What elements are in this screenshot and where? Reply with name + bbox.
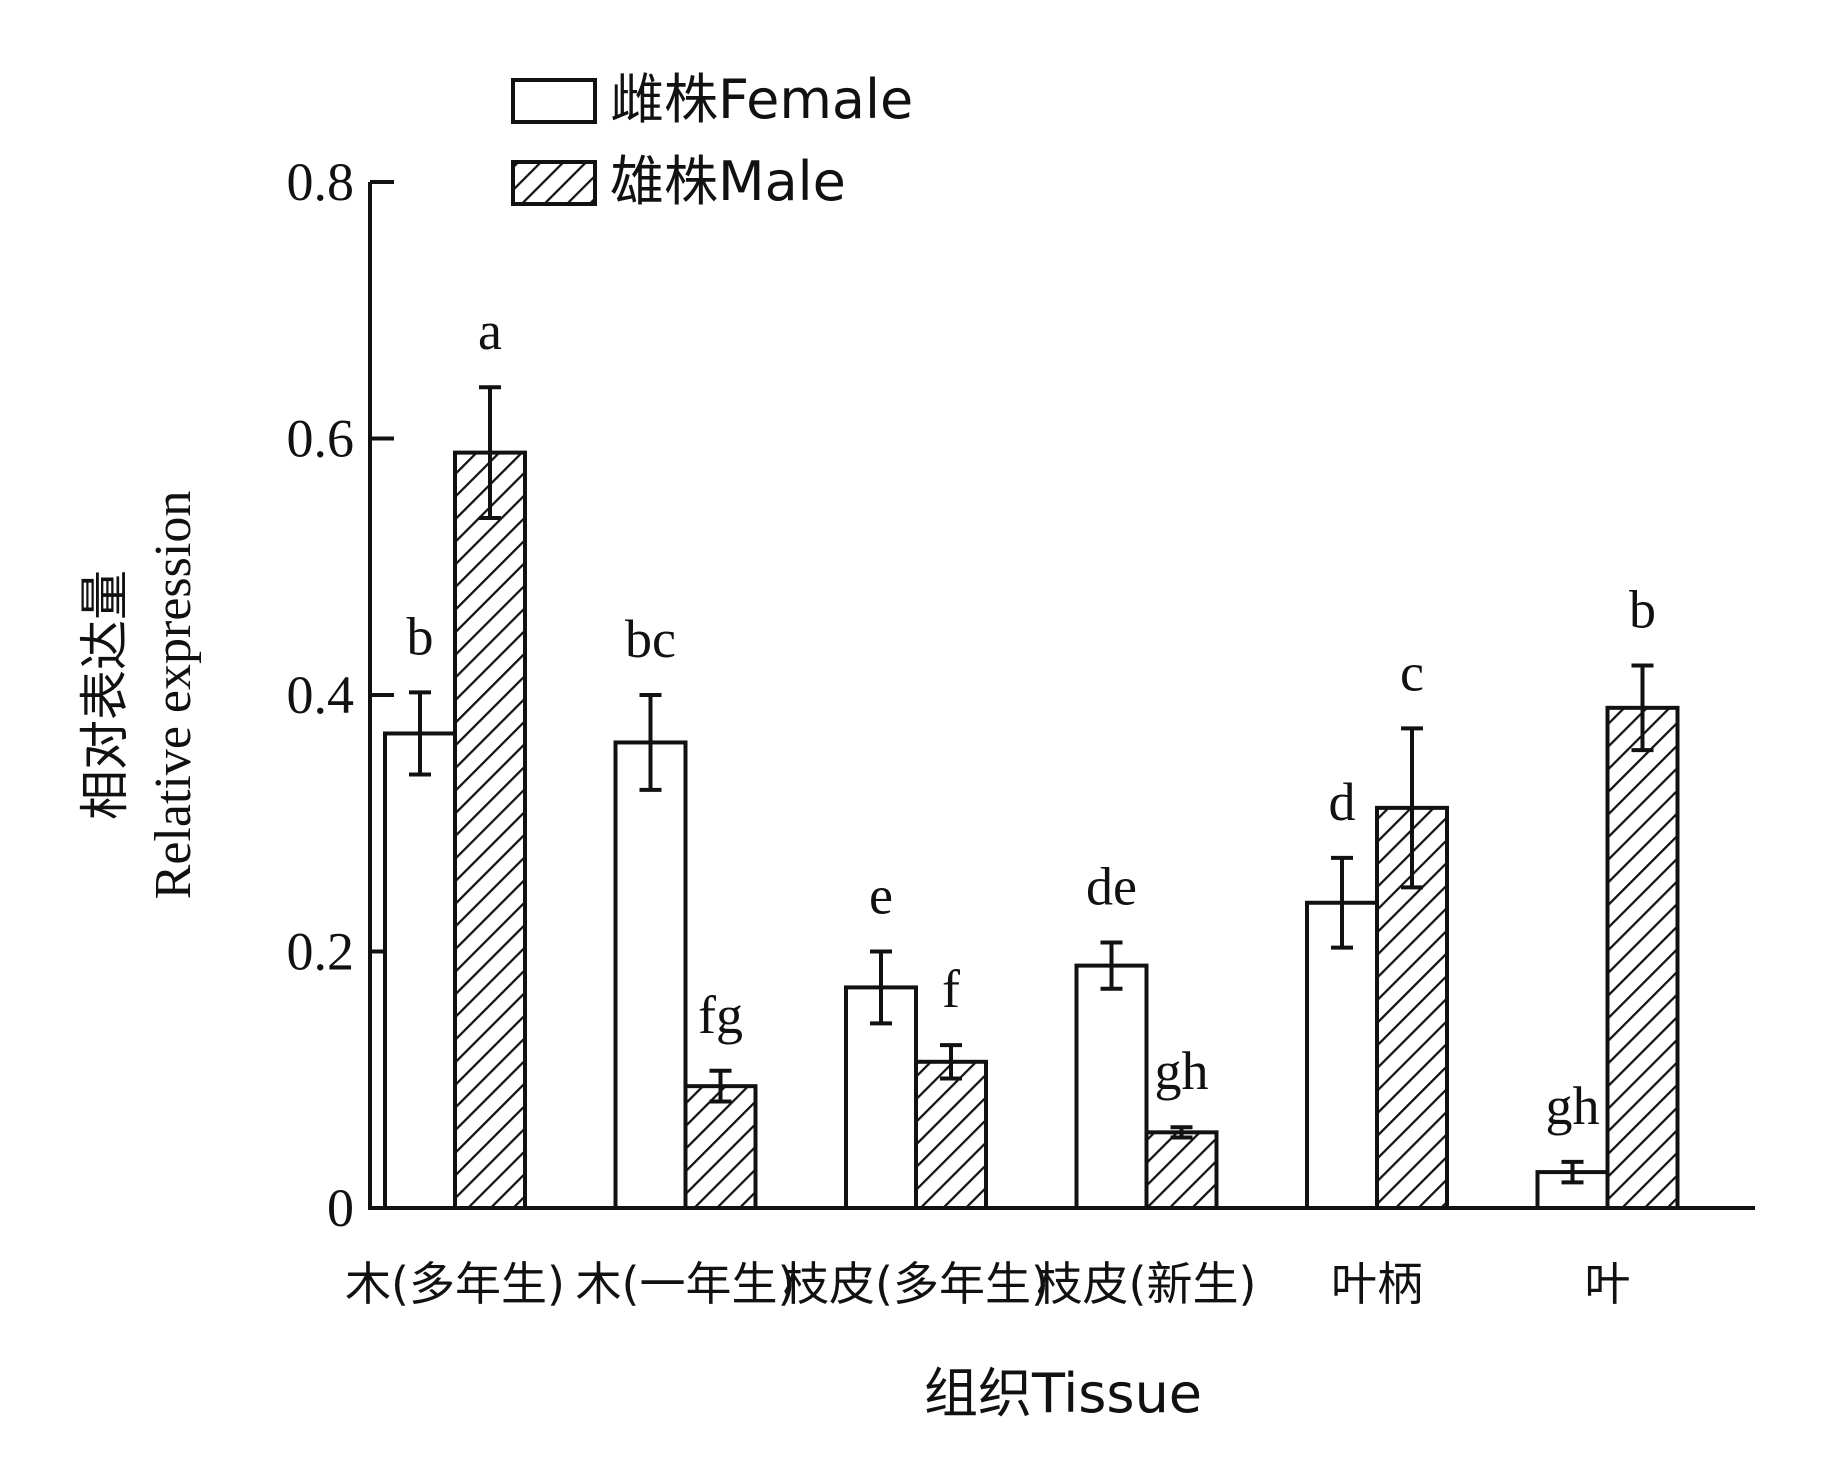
bar-female [613, 740, 688, 1210]
bars-group [383, 385, 1680, 1211]
legend-label-female: 雌株Female [610, 68, 913, 131]
significance-letter: b [1629, 580, 1656, 640]
bar-male [453, 450, 527, 1211]
y-tick-label: 0.2 [287, 922, 355, 982]
y-tick-label: 0 [327, 1178, 354, 1238]
x-tick-label: 枝皮(新生) [1037, 1257, 1257, 1311]
bar-female [1074, 963, 1149, 1210]
legend: 雌株Female 雄株Male [511, 68, 913, 213]
x-tick-label: 木(一年生) [576, 1257, 796, 1311]
significance-letter: gh [1546, 1076, 1600, 1136]
significance-letter: d [1329, 772, 1356, 832]
significance-letter: a [478, 301, 502, 361]
significance-letter: b [407, 606, 434, 666]
y-axis-label: 相对表达量 Relative expression [76, 491, 202, 900]
y-tick-label: 0.4 [287, 665, 355, 725]
y-axis-label-line2: Relative expression [145, 491, 202, 900]
axes: 0 0.2 0.4 0.6 0.8 相对表达量 Relative expression 组织T… [76, 152, 1755, 1425]
labels-group: 木(多年生)ba木(一年生)bcfg枝皮(多年生)ef枝皮(新生)degh叶柄d… [345, 301, 1656, 1311]
x-tick-label: 叶柄 [1331, 1257, 1423, 1311]
y-axis-label-line1: 相对表达量 [76, 570, 134, 820]
legend-label-male: 雄株Male [610, 150, 846, 213]
legend-swatch-female [511, 78, 597, 124]
bar-male [1605, 705, 1680, 1210]
legend-swatch-male [511, 160, 597, 206]
significance-letter: f [942, 959, 960, 1019]
y-tick-label: 0.6 [287, 409, 355, 469]
bar-male [1144, 1130, 1219, 1211]
significance-letter: gh [1155, 1041, 1209, 1101]
significance-letter: c [1400, 642, 1424, 702]
significance-letter: de [1086, 857, 1137, 917]
bar-male [914, 1059, 988, 1211]
bar-male [683, 1084, 758, 1210]
bar-female [383, 731, 457, 1210]
significance-letter: fg [698, 985, 743, 1045]
significance-letter: e [869, 866, 893, 926]
y-tick-label: 0.8 [287, 152, 355, 212]
x-tick-label: 叶 [1585, 1257, 1631, 1311]
x-tick-label: 木(多年生) [345, 1257, 565, 1311]
x-axis-title: 组织Tissue [924, 1362, 1202, 1425]
significance-letter: bc [625, 609, 676, 669]
x-tick-label: 枝皮(多年生) [783, 1257, 1049, 1311]
